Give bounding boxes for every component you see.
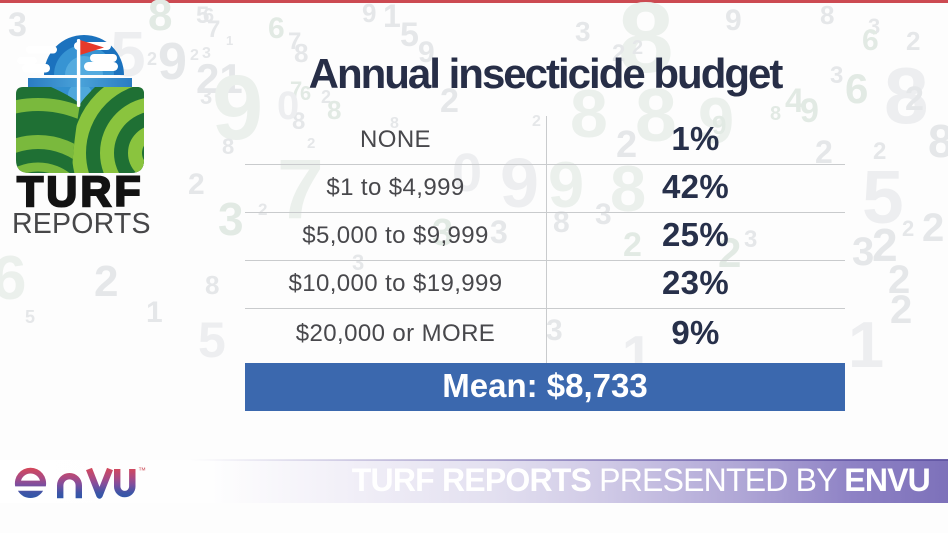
svg-text:™: ™ xyxy=(138,466,146,475)
